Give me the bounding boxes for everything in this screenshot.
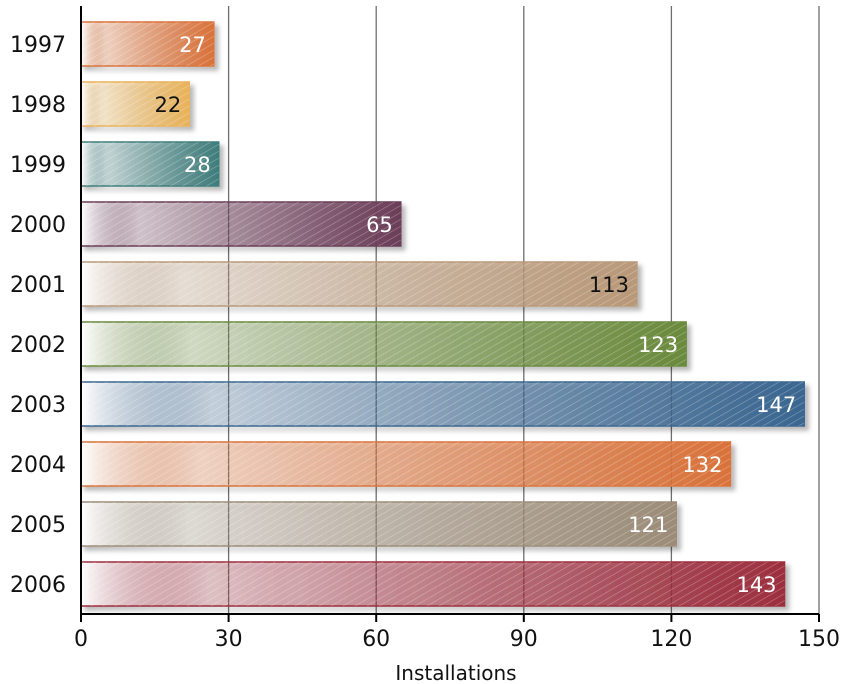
y-tick-label-2002: 2002 xyxy=(10,333,66,358)
data-label-2003: 147 xyxy=(756,393,796,417)
bar-texture-1998 xyxy=(81,82,190,126)
bar-texture-1999 xyxy=(81,142,219,186)
y-tick-label-1998: 1998 xyxy=(10,93,66,118)
data-label-1998: 22 xyxy=(155,93,182,117)
data-label-1997: 27 xyxy=(179,33,206,57)
data-label-2000: 65 xyxy=(366,213,393,237)
y-tick-label-2000: 2000 xyxy=(10,213,66,238)
data-label-2001: 113 xyxy=(589,273,629,297)
y-tick-label-2005: 2005 xyxy=(10,513,66,538)
x-tick-label-30: 30 xyxy=(215,627,243,652)
bar-texture-2000 xyxy=(81,202,401,246)
bar-2003: 147 xyxy=(80,381,805,427)
bar-texture-2002 xyxy=(81,322,687,366)
bar-texture-2004 xyxy=(81,442,731,486)
data-label-2002: 123 xyxy=(638,333,678,357)
x-tick-label-120: 120 xyxy=(650,627,692,652)
y-tick-label-2004: 2004 xyxy=(10,453,66,478)
data-label-2006: 143 xyxy=(736,573,776,597)
x-tick-label-90: 90 xyxy=(510,627,538,652)
bar-texture-2006 xyxy=(81,562,785,606)
bar-2005: 121 xyxy=(80,501,678,547)
bar-2004: 132 xyxy=(80,441,732,487)
y-tick-label-2001: 2001 xyxy=(10,273,66,298)
x-tick-label-60: 60 xyxy=(362,627,390,652)
y-tick-label-2006: 2006 xyxy=(10,573,66,598)
bar-texture-2001 xyxy=(81,262,637,306)
y-tick-label-2003: 2003 xyxy=(10,393,66,418)
y-tick-label-1999: 1999 xyxy=(10,153,66,178)
x-tick-label-0: 0 xyxy=(74,627,88,652)
x-tick-label-150: 150 xyxy=(798,627,840,652)
bar-2001: 113 xyxy=(80,261,638,307)
bars: 27 22 28 65 113 123 147 132 121 143 xyxy=(80,21,805,607)
data-label-2005: 121 xyxy=(628,513,668,537)
bar-2000: 65 xyxy=(80,201,402,247)
bar-1998: 22 xyxy=(80,81,190,127)
bar-1999: 28 xyxy=(80,141,220,187)
x-tick-labels: 0 30 60 90 120 150 xyxy=(74,627,840,652)
data-label-2004: 132 xyxy=(682,453,722,477)
bar-texture-2005 xyxy=(81,502,677,546)
bar-texture-2003 xyxy=(81,382,805,426)
bar-2002: 123 xyxy=(80,321,687,367)
y-tick-label-1997: 1997 xyxy=(10,33,66,58)
bar-2006: 143 xyxy=(80,561,786,607)
x-axis-title: Installations xyxy=(395,661,516,684)
axes xyxy=(80,6,820,622)
bar-texture-1997 xyxy=(81,22,214,66)
bar-1997: 27 xyxy=(80,21,215,67)
data-label-1999: 28 xyxy=(184,153,211,177)
y-tick-labels: 1997 1998 1999 2000 2001 2002 2003 2004 2005 2006 xyxy=(10,33,66,598)
